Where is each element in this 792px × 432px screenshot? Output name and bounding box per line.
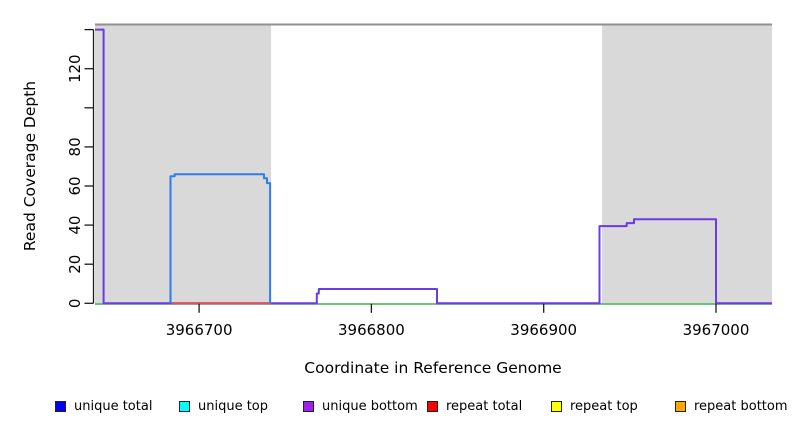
legend-label-unique-bottom: unique bottom [322, 399, 418, 414]
legend-item-repeat-top: repeat top [551, 400, 638, 413]
y-tick-label: 60 [66, 176, 84, 195]
legend-label-repeat-total: repeat total [446, 399, 523, 414]
x-tick-label: 3966700 [166, 321, 233, 339]
shaded-region [602, 25, 772, 304]
y-axis-title: Read Coverage Depth [21, 80, 39, 252]
series-unique-bottom-violet [95, 28, 772, 305]
legend-item-unique-total: unique total [55, 400, 152, 413]
y-tick-label: 40 [66, 216, 84, 235]
legend-item-repeat-bottom: repeat bottom [675, 400, 788, 413]
y-tick-label: 120 [66, 54, 84, 83]
y-tick-label: 0 [66, 299, 84, 309]
legend-label-unique-top: unique top [198, 399, 269, 414]
x-tick-label: 3966900 [510, 321, 577, 339]
legend-label-repeat-top: repeat top [570, 399, 638, 414]
legend-item-unique-top: unique top [179, 400, 268, 413]
legend-swatch-unique-total [55, 401, 66, 412]
legend-swatch-repeat-total [427, 401, 438, 412]
legend-label-unique-total: unique total [74, 399, 153, 414]
x-tick-label: 3967000 [683, 321, 750, 339]
legend-swatch-repeat-top [551, 401, 562, 412]
x-tick-label: 3966800 [338, 321, 405, 339]
legend-label-repeat-bottom: repeat bottom [694, 399, 788, 414]
legend-swatch-unique-top [179, 401, 190, 412]
series-unique-top-blue [169, 173, 272, 304]
legend-item-repeat-total: repeat total [427, 400, 522, 413]
y-tick-label: 80 [66, 137, 84, 156]
y-tick-label: 20 [66, 255, 84, 274]
shaded-region [95, 25, 272, 304]
legend-swatch-repeat-bottom [675, 401, 686, 412]
legend-item-unique-bottom: unique bottom [303, 400, 418, 413]
x-axis-title: Coordinate in Reference Genome [304, 359, 562, 377]
legend-swatch-unique-bottom [303, 401, 314, 412]
